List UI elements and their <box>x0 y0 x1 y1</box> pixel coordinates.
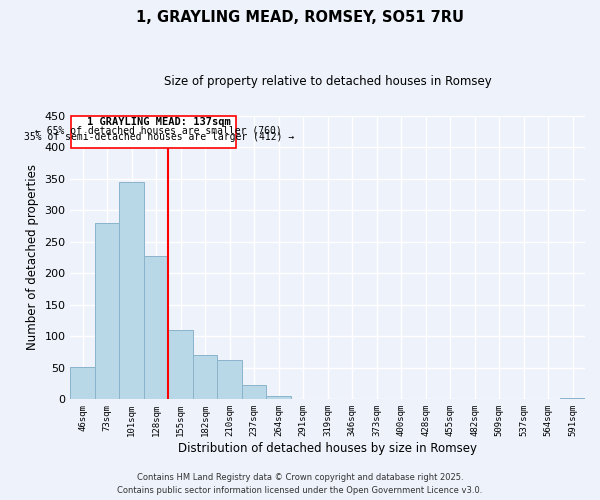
Text: Contains HM Land Registry data © Crown copyright and database right 2025.
Contai: Contains HM Land Registry data © Crown c… <box>118 474 482 495</box>
Bar <box>193 355 217 400</box>
X-axis label: Distribution of detached houses by size in Romsey: Distribution of detached houses by size … <box>178 442 477 455</box>
Text: ← 65% of detached houses are smaller (760): ← 65% of detached houses are smaller (76… <box>35 125 282 135</box>
Bar <box>70 366 95 400</box>
Text: 1, GRAYLING MEAD, ROMSEY, SO51 7RU: 1, GRAYLING MEAD, ROMSEY, SO51 7RU <box>136 10 464 25</box>
Title: Size of property relative to detached houses in Romsey: Size of property relative to detached ho… <box>164 75 491 88</box>
Bar <box>242 386 266 400</box>
Bar <box>71 116 236 148</box>
Y-axis label: Number of detached properties: Number of detached properties <box>26 164 39 350</box>
Bar <box>169 330 193 400</box>
Text: 1 GRAYLING MEAD: 137sqm: 1 GRAYLING MEAD: 137sqm <box>87 118 230 128</box>
Bar <box>95 223 119 400</box>
Text: 35% of semi-detached houses are larger (412) →: 35% of semi-detached houses are larger (… <box>23 132 294 142</box>
Bar <box>560 398 585 400</box>
Bar <box>119 182 144 400</box>
Bar <box>217 360 242 400</box>
Bar <box>144 256 169 400</box>
Bar <box>266 396 291 400</box>
